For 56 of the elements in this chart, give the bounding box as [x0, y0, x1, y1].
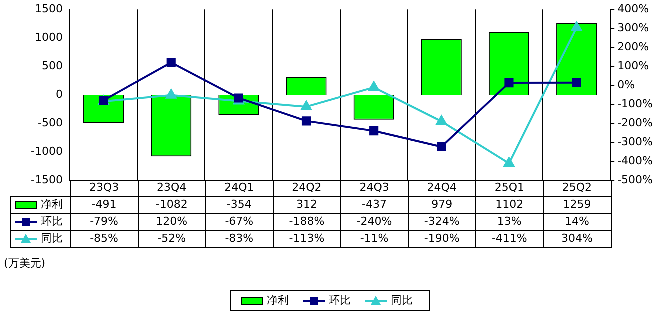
y2-tick-label: 300%: [618, 21, 650, 34]
data-label: -190%: [408, 230, 476, 248]
data-label: 120%: [138, 214, 206, 230]
y-tick-label: 1500: [35, 2, 63, 16]
data-label: -240%: [340, 214, 408, 230]
y-tick-label: -1500: [31, 173, 63, 186]
y-tick-label: 500: [42, 59, 63, 72]
text: (万美元): [4, 256, 46, 271]
data-label: -79%: [70, 214, 138, 230]
data-label: -83%: [206, 230, 274, 248]
text: 同比: [391, 294, 413, 307]
data-label: -188%: [273, 214, 341, 230]
data-label: 979: [408, 196, 476, 214]
legend-label: 净利: [10, 196, 70, 214]
y-tick-label: 0: [56, 88, 63, 101]
y-tick-label: -1000: [31, 144, 63, 158]
data-label: -67%: [206, 214, 274, 230]
data-label: -113%: [273, 230, 341, 248]
x-tick-label: 24Q1: [206, 180, 274, 196]
y2-tick-label: 200%: [618, 40, 650, 54]
data-label: 1259: [543, 196, 611, 214]
y-tick-label: -500: [38, 116, 63, 130]
x-tick-label: 24Q3: [340, 180, 408, 196]
data-label: -354: [206, 196, 274, 214]
y2-tick-label: -400%: [618, 154, 654, 168]
y2-tick-label: 400%: [618, 2, 650, 16]
data-label: -411%: [476, 230, 544, 248]
x-tick-label: 24Q2: [273, 180, 341, 196]
legend-label: 同比: [10, 230, 70, 248]
text: 净利: [267, 294, 289, 307]
y2-tick-label: 100%: [618, 59, 650, 72]
data-label: -52%: [138, 230, 206, 248]
data-label: 13%: [476, 214, 544, 230]
y-tick-label: 1000: [35, 30, 63, 44]
x-tick-label: 23Q4: [138, 180, 206, 196]
x-tick-label: 25Q1: [476, 180, 544, 196]
y2-tick-label: -500%: [618, 173, 654, 186]
data-label: 312: [273, 196, 341, 214]
data-label: -11%: [340, 230, 408, 248]
text: 环比: [329, 294, 351, 307]
x-tick-label: 23Q3: [70, 180, 138, 196]
data-label: 304%: [543, 230, 611, 248]
data-label: -85%: [70, 230, 138, 248]
data-label: -1082: [138, 196, 206, 214]
data-label: 14%: [543, 214, 611, 230]
data-label: 1102: [476, 196, 544, 214]
x-tick-label: 25Q2: [543, 180, 611, 196]
data-label: -324%: [408, 214, 476, 230]
x-tick-label: 24Q4: [408, 180, 476, 196]
y2-tick-label: 0%: [618, 78, 636, 92]
data-label: -491: [70, 196, 138, 214]
legend-label: 环比: [10, 214, 70, 230]
data-label: -437: [340, 196, 408, 214]
y2-tick-label: -200%: [618, 116, 654, 130]
y2-tick-label: -300%: [618, 135, 654, 148]
y2-tick-label: -100%: [618, 97, 654, 110]
